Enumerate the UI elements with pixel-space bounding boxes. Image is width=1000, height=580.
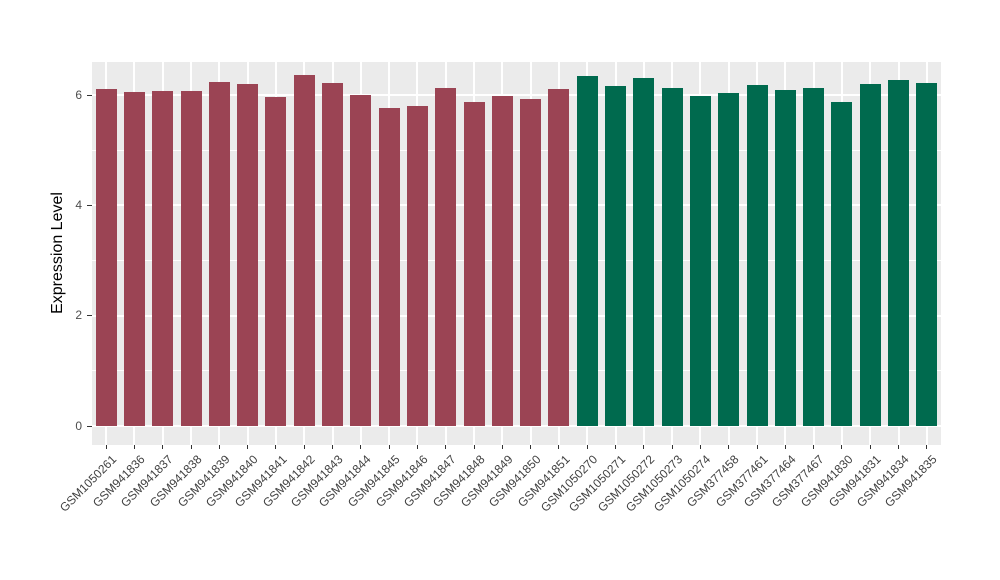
y-tick-label: 0 xyxy=(75,418,82,433)
bar xyxy=(774,89,796,426)
bar xyxy=(605,85,627,426)
x-tick xyxy=(416,445,418,449)
bar xyxy=(576,75,598,426)
x-tick xyxy=(530,445,532,449)
bar xyxy=(208,82,230,426)
bar xyxy=(689,96,711,426)
bar xyxy=(491,95,513,426)
x-tick xyxy=(813,445,815,449)
x-tick xyxy=(699,445,701,449)
bar xyxy=(406,105,428,426)
x-tick xyxy=(926,445,928,449)
x-tick xyxy=(133,445,135,449)
bar xyxy=(435,87,457,426)
x-tick xyxy=(671,445,673,449)
y-tick xyxy=(87,94,92,96)
plot-panel xyxy=(92,62,941,445)
bar xyxy=(859,84,881,426)
bar xyxy=(180,90,202,426)
x-tick xyxy=(841,445,843,449)
bar xyxy=(888,80,910,426)
x-tick xyxy=(190,445,192,449)
gridline-minor xyxy=(92,260,941,262)
bar xyxy=(237,84,259,426)
x-tick xyxy=(303,445,305,449)
x-tick xyxy=(445,445,447,449)
y-tick xyxy=(87,204,92,206)
x-tick xyxy=(218,445,220,449)
x-tick xyxy=(643,445,645,449)
x-tick xyxy=(388,445,390,449)
bar xyxy=(916,82,938,426)
y-tick xyxy=(87,425,92,427)
bar xyxy=(322,82,344,426)
bar xyxy=(95,89,117,426)
bar xyxy=(123,92,145,426)
bar xyxy=(746,85,768,426)
gridline-minor xyxy=(92,149,941,151)
bar xyxy=(152,90,174,426)
x-tick xyxy=(162,445,164,449)
x-tick xyxy=(275,445,277,449)
bar xyxy=(265,97,287,426)
gridline-major xyxy=(92,425,941,427)
x-tick xyxy=(332,445,334,449)
bar xyxy=(548,89,570,426)
bar xyxy=(831,102,853,426)
bar xyxy=(718,92,740,426)
x-tick xyxy=(756,445,758,449)
x-tick xyxy=(501,445,503,449)
gridline-minor xyxy=(92,370,941,372)
x-tick xyxy=(586,445,588,449)
x-tick xyxy=(615,445,617,449)
gridline-major xyxy=(92,314,941,317)
bar xyxy=(803,88,825,426)
bar xyxy=(293,75,315,426)
x-tick xyxy=(247,445,249,449)
bar xyxy=(633,78,655,426)
bar xyxy=(661,87,683,426)
x-tick xyxy=(869,445,871,449)
y-tick-label: 6 xyxy=(75,87,82,102)
x-tick xyxy=(473,445,475,449)
x-tick xyxy=(360,445,362,449)
x-tick xyxy=(728,445,730,449)
gridline-major xyxy=(92,94,941,97)
bar xyxy=(463,102,485,426)
bar xyxy=(350,94,372,426)
x-tick xyxy=(784,445,786,449)
x-tick xyxy=(558,445,560,449)
x-tick xyxy=(898,445,900,449)
y-tick xyxy=(87,315,92,317)
bar xyxy=(378,107,400,426)
y-tick-label: 4 xyxy=(75,197,82,212)
gridline-major xyxy=(92,204,941,207)
y-tick-label: 2 xyxy=(75,308,82,323)
bar xyxy=(520,98,542,426)
x-tick xyxy=(105,445,107,449)
